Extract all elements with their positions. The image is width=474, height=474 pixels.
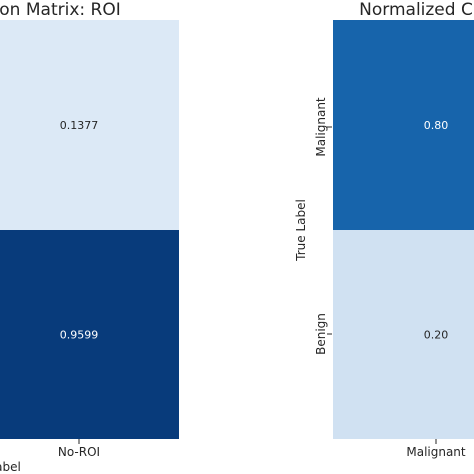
right-heatmap-cell-1-0 [333, 230, 474, 439]
right-x-tick: Malignant [406, 439, 466, 459]
right-y-tick-1: Benign [314, 313, 332, 355]
right-y-tick-0: Malignant [314, 97, 332, 157]
left-chart-title: on Matrix: ROI [0, 0, 121, 20]
left-heatmap-cells: 0.1377 0.9599 [0, 20, 179, 439]
left-panel: on Matrix: ROI 0.1377 0.9599 No-ROI abel [0, 0, 179, 474]
left-heatmap-cell-label-1-0: 0.9599 [60, 329, 99, 342]
right-panel: Normalized C 0.80 0.20 True Label Maligna… [294, 0, 474, 459]
left-heatmap-cell-1-0 [0, 230, 179, 439]
left-x-axis-label: abel [0, 460, 21, 474]
left-heatmap-cell-label-0-0: 0.1377 [60, 119, 99, 132]
right-heatmap-cell-0-0 [333, 20, 474, 230]
right-y-axis-label: True Label [294, 199, 308, 262]
right-y-tick-label-malignant: Malignant [314, 97, 328, 157]
right-y-tick-label-benign: Benign [314, 313, 328, 355]
left-x-tick: No-ROI [58, 439, 100, 459]
right-x-tick-label: Malignant [406, 445, 466, 459]
right-heatmap-cells: 0.80 0.20 [333, 20, 474, 439]
left-heatmap-cell-0-0 [0, 20, 179, 230]
left-x-tick-label: No-ROI [58, 445, 100, 459]
right-heatmap-cell-label-0-0: 0.80 [424, 119, 449, 132]
right-chart-title: Normalized C [359, 0, 473, 20]
right-heatmap-cell-label-1-0: 0.20 [424, 329, 449, 342]
